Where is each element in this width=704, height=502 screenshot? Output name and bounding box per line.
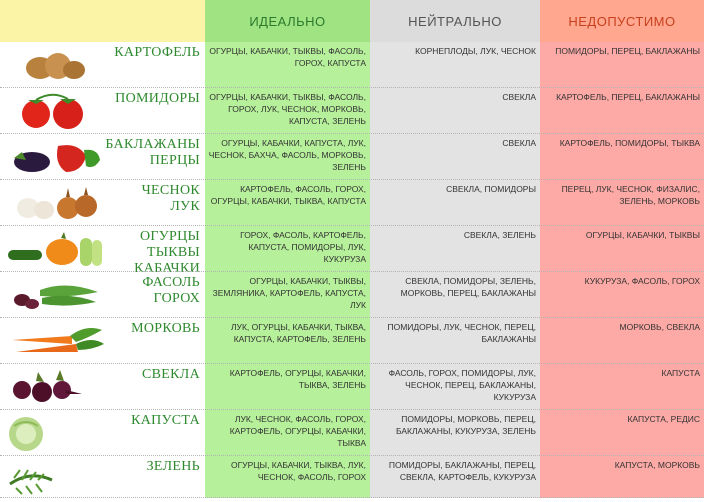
cabbage-icon xyxy=(9,417,43,451)
bad-cell: ОГУРЦЫ, КАБАЧКИ, ТЫКВЫ xyxy=(585,230,700,240)
bad-cell: КАПУСТА xyxy=(661,368,700,378)
vegetable-name: КАПУСТА xyxy=(131,413,200,428)
carrot-icon xyxy=(12,328,104,352)
table-row: БАКЛАЖАНЫ ПЕРЦЫ ОГУРЦЫ, КАБАЧКИ, КАПУСТА,… xyxy=(0,134,704,180)
potato-icon xyxy=(26,53,85,79)
garlic-onion-icon xyxy=(17,187,97,219)
ideal-cell: ЛУК, ЧЕСНОК, ФАСОЛЬ, ГОРОХ, КАРТОФЕЛЬ, О… xyxy=(229,414,366,449)
neutral-cell: ПОМИДОРЫ, БАКЛАЖАНЫ, ПЕРЕЦ, СВЕКЛА, КАРТ… xyxy=(388,460,536,483)
ideal-cell: ОГУРЦЫ, КАБАЧКИ, ТЫКВЫ, ФАСОЛЬ, ГОРОХ, К… xyxy=(209,46,366,69)
dill-icon xyxy=(9,469,53,495)
table-row: ФАСОЛЬ ГОРОХ ОГУРЦЫ, КАБАЧКИ, ТЫКВЫ, ЗЕМЛ… xyxy=(0,272,704,318)
neutral-cell: СВЕКЛА xyxy=(502,92,536,102)
vegetable-name: БАКЛАЖАНЫ ПЕРЦЫ xyxy=(105,137,200,168)
bad-column xyxy=(540,42,704,498)
header-corner xyxy=(0,0,205,42)
bad-cell: КАПУСТА, МОРКОВЬ xyxy=(614,460,700,470)
eggplant-pepper-icon xyxy=(14,145,100,172)
beet-icon xyxy=(13,370,82,402)
vegetable-cell: ЗЕЛЕНЬ xyxy=(0,456,205,502)
bad-cell: ПОМИДОРЫ, ПЕРЕЦ, БАКЛАЖАНЫ xyxy=(555,46,700,56)
beans-peas-icon xyxy=(14,285,98,309)
table-row: ПОМИДОРЫ ОГУРЦЫ, КАБАЧКИ, ТЫКВЫ, ФАСОЛЬ,… xyxy=(0,88,704,134)
neutral-cell: СВЕКЛА, ПОМИДОРЫ, ЗЕЛЕНЬ, МОРКОВЬ, ПЕРЕЦ… xyxy=(400,276,536,299)
neutral-cell: СВЕКЛА, ЗЕЛЕНЬ xyxy=(463,230,536,240)
neutral-cell: СВЕКЛА xyxy=(502,138,536,148)
vegetable-name: ФАСОЛЬ ГОРОХ xyxy=(142,275,200,306)
vegetable-name: ЗЕЛЕНЬ xyxy=(146,459,200,474)
bad-cell: КАРТОФЕЛЬ, ПОМИДОРЫ, ТЫКВА xyxy=(559,138,700,148)
ideal-cell: ГОРОХ, ФАСОЛЬ, КАРТОФЕЛЬ, КАПУСТА, ПОМИД… xyxy=(240,230,366,265)
ideal-column xyxy=(205,42,370,498)
ideal-cell: ОГУРЦЫ, КАБАЧКИ, КАПУСТА, ЛУК, ЧЕСНОК, Б… xyxy=(208,138,366,173)
table-row: КАПУСТА ЛУК, ЧЕСНОК, ФАСОЛЬ, ГОРОХ, КАРТ… xyxy=(0,410,704,456)
ideal-cell: ЛУК, ОГУРЦЫ, КАБАЧКИ, ТЫКВА, КАПУСТА, КА… xyxy=(230,322,366,345)
vegetable-cell: КАРТОФЕЛЬ xyxy=(0,42,205,88)
table-row: КАРТОФЕЛЬ ОГУРЦЫ, КАБАЧКИ, ТЫКВЫ, ФАСОЛЬ… xyxy=(0,42,704,88)
vegetable-cell: ФАСОЛЬ ГОРОХ xyxy=(0,272,205,318)
vegetable-cell: СВЕКЛА xyxy=(0,364,205,410)
vegetable-name: СВЕКЛА xyxy=(142,367,200,382)
vegetable-cell: ЧЕСНОК ЛУК xyxy=(0,180,205,226)
neutral-cell: ПОМИДОРЫ, МОРКОВЬ, ПЕРЕЦ, БАКЛАЖАНЫ, КУК… xyxy=(395,414,536,437)
vegetable-name: ПОМИДОРЫ xyxy=(115,91,200,106)
ideal-cell: ОГУРЦЫ, КАБАЧКИ, ТЫКВЫ, ЗЕМЛЯНИКА, КАРТО… xyxy=(212,276,366,311)
neutral-cell: ПОМИДОРЫ, ЛУК, ЧЕСНОК, ПЕРЕЦ, БАКЛАЖАНЫ xyxy=(387,322,536,345)
neutral-cell: ФАСОЛЬ, ГОРОХ, ПОМИДОРЫ, ЛУК, ЧЕСНОК, ПЕ… xyxy=(388,368,536,403)
ideal-cell: КАРТОФЕЛЬ, ФАСОЛЬ, ГОРОХ, ОГУРЦЫ, КАБАЧК… xyxy=(210,184,366,207)
neutral-column xyxy=(370,42,540,498)
vegetable-cell: МОРКОВЬ xyxy=(0,318,205,364)
vegetable-cell: БАКЛАЖАНЫ ПЕРЦЫ xyxy=(0,134,205,180)
ideal-cell: ОГУРЦЫ, КАБАЧКИ, ТЫКВЫ, ФАСОЛЬ, ГОРОХ, Л… xyxy=(209,92,366,127)
ideal-cell: КАРТОФЕЛЬ, ОГУРЦЫ, КАБАЧКИ, ТЫКВА, ЗЕЛЕН… xyxy=(229,368,366,391)
vegetable-name: ОГУРЦЫ ТЫКВЫ КАБАЧКИ xyxy=(134,229,200,276)
bad-cell: ПЕРЕЦ, ЛУК, ЧЕСНОК, ФИЗАЛИС, ЗЕЛЕНЬ, МОР… xyxy=(561,184,700,207)
table-row: МОРКОВЬ ЛУК, ОГУРЦЫ, КАБАЧКИ, ТЫКВА, КАП… xyxy=(0,318,704,364)
neutral-cell: СВЕКЛА, ПОМИДОРЫ xyxy=(446,184,536,194)
vegetable-name: КАРТОФЕЛЬ xyxy=(114,45,200,60)
tomato-icon xyxy=(22,93,83,129)
vegetable-cell: КАПУСТА xyxy=(0,410,205,456)
table-row: ОГУРЦЫ ТЫКВЫ КАБАЧКИ ГОРОХ, ФАСОЛЬ, КАРТОФ… xyxy=(0,226,704,276)
table-row: ЧЕСНОК ЛУК КАРТОФЕЛЬ, ФАСОЛЬ, ГОРОХ, ОГУР… xyxy=(0,180,704,226)
header-neutral: НЕЙТРАЛЬНО xyxy=(370,0,540,42)
cucumber-pumpkin-icon xyxy=(8,232,102,266)
vegetable-cell: ОГУРЦЫ ТЫКВЫ КАБАЧКИ xyxy=(0,226,205,276)
bad-cell: КУКУРУЗА, ФАСОЛЬ, ГОРОХ xyxy=(584,276,700,286)
header-ideal: ИДЕАЛЬНО xyxy=(205,0,370,42)
bad-cell: КАРТОФЕЛЬ, ПЕРЕЦ, БАКЛАЖАНЫ xyxy=(556,92,700,102)
table-row: СВЕКЛА КАРТОФЕЛЬ, ОГУРЦЫ, КАБАЧКИ, ТЫКВА… xyxy=(0,364,704,410)
ideal-cell: ОГУРЦЫ, КАБАЧКИ, ТЫКВА, ЛУК, ЧЕСНОК, ФАС… xyxy=(230,460,366,483)
header-bad: НЕДОПУСТИМО xyxy=(540,0,704,42)
vegetable-cell: ПОМИДОРЫ xyxy=(0,88,205,134)
bad-cell: КАПУСТА, РЕДИС xyxy=(627,414,700,424)
vegetable-name: ЧЕСНОК ЛУК xyxy=(141,183,200,214)
bad-cell: МОРКОВЬ, СВЕКЛА xyxy=(619,322,700,332)
neutral-cell: КОРНЕПЛОДЫ, ЛУК, ЧЕСНОК xyxy=(415,46,536,56)
table-row: ЗЕЛЕНЬ ОГУРЦЫ, КАБАЧКИ, ТЫКВА, ЛУК, ЧЕСН… xyxy=(0,456,704,498)
vegetable-name: МОРКОВЬ xyxy=(131,321,200,336)
